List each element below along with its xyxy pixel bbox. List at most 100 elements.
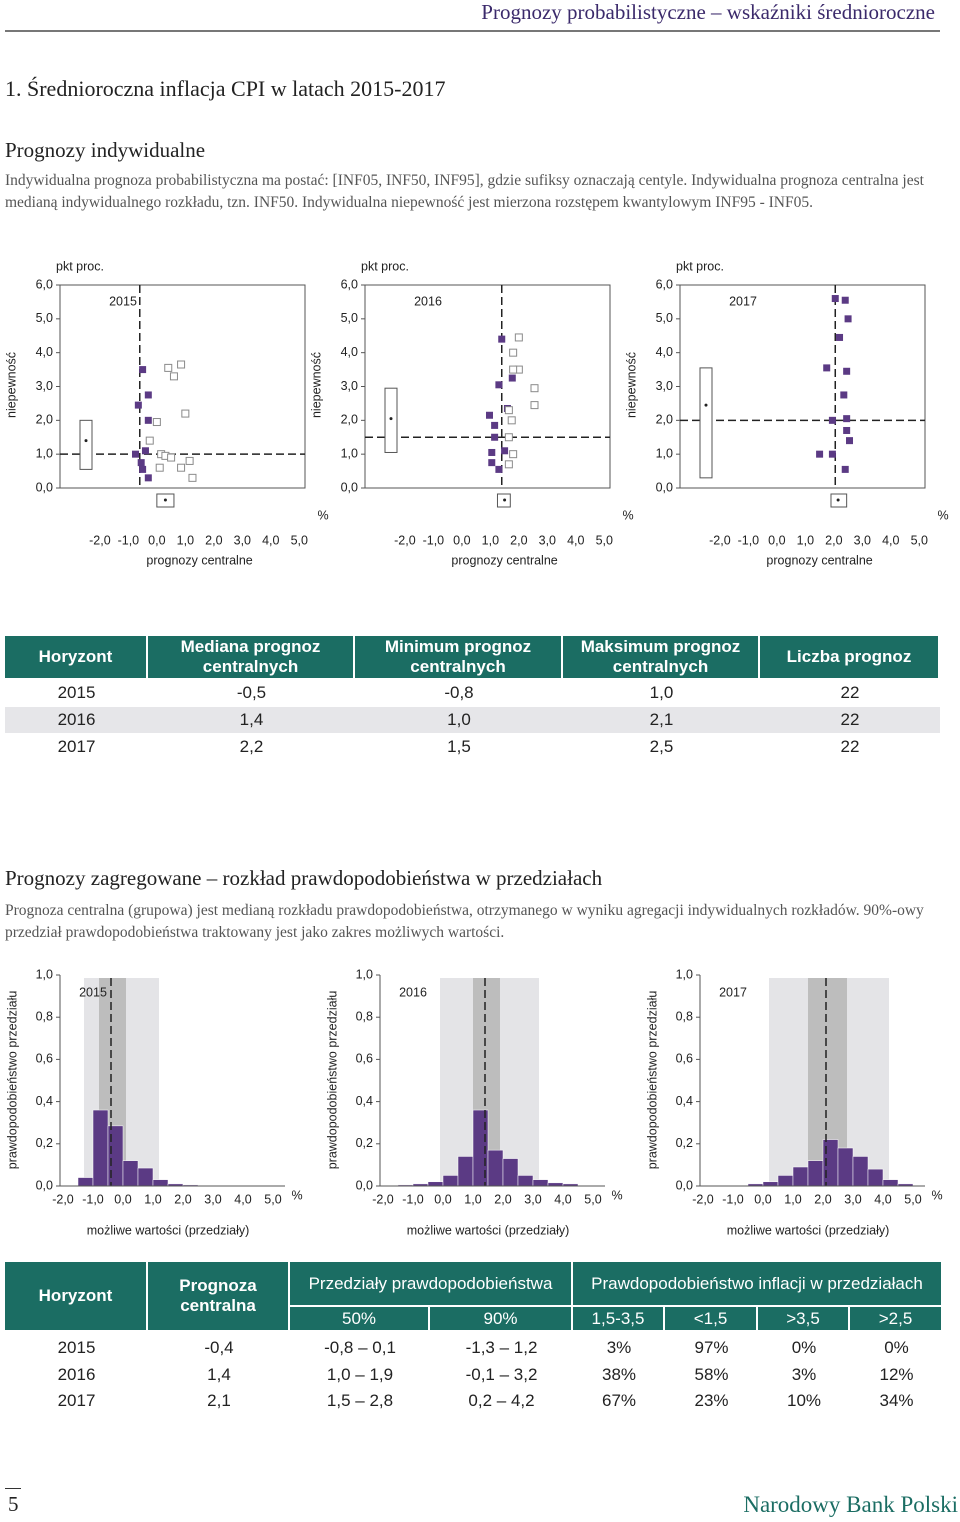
table-cell: 2,2 xyxy=(239,736,264,756)
point xyxy=(139,366,147,374)
plot-frame xyxy=(679,284,926,489)
x-tick-label: 4,0 xyxy=(874,1192,891,1206)
x-axis-label: prognozy centralne xyxy=(766,553,872,567)
point xyxy=(843,367,851,375)
y-tick-label: 3,0 xyxy=(656,379,673,393)
table-cell: 38% xyxy=(601,1364,637,1384)
table-header-cell: 1,5-3,5 xyxy=(573,1307,665,1332)
point xyxy=(508,374,516,382)
table-cell: 2,1 xyxy=(563,706,760,734)
y-tick-label: 0,0 xyxy=(341,480,358,494)
central-dot xyxy=(163,498,167,502)
x-tick-label: 3,0 xyxy=(844,1192,861,1206)
table-cell: 22 xyxy=(840,736,860,756)
bar xyxy=(762,1181,779,1187)
x-tick-label: 5,0 xyxy=(264,1192,281,1206)
bar xyxy=(852,1156,869,1187)
y-tick-label: 0,0 xyxy=(656,480,673,494)
point xyxy=(134,401,142,409)
bar xyxy=(777,1175,794,1187)
table-cell: 58% xyxy=(694,1364,729,1384)
central-dot xyxy=(836,498,840,502)
x-unit: % xyxy=(931,1188,942,1202)
x-axis-label: prognozy centralne xyxy=(451,553,557,567)
x-tick-label: 5,0 xyxy=(596,533,613,547)
x-tick-label: -2,0 xyxy=(709,533,731,547)
x-tick-label: -2,0 xyxy=(52,1192,74,1206)
x-tick-label: 4,0 xyxy=(234,1192,251,1206)
point xyxy=(846,437,854,445)
x-tick-label: -2,0 xyxy=(394,533,416,547)
table-cell: 97% xyxy=(694,1338,729,1358)
point xyxy=(828,416,836,424)
bar xyxy=(532,1179,549,1187)
point xyxy=(501,447,509,455)
table-cell: 2017 xyxy=(57,736,96,756)
table-cell: -0,1 – 3,2 xyxy=(465,1364,538,1384)
uncertainty-dot xyxy=(704,403,708,407)
y-unit: pkt proc. xyxy=(56,259,104,273)
point xyxy=(498,335,506,343)
y-tick-label: 5,0 xyxy=(341,311,358,325)
point xyxy=(164,363,173,372)
table-cell: 2015 xyxy=(57,683,96,703)
table-cell: 67% xyxy=(601,1391,637,1411)
y-tick-label: 1,0 xyxy=(341,446,358,460)
table-cell: 34% xyxy=(879,1391,914,1411)
chart-title: 2016 xyxy=(414,294,442,308)
uncertainty-box xyxy=(79,419,93,470)
x-tick-label: 2,0 xyxy=(825,533,842,547)
bar xyxy=(77,1177,94,1187)
x-tick-label: 1,0 xyxy=(464,1192,481,1206)
y-tick-label: 2,0 xyxy=(341,413,358,427)
table-header-cell: Horyzont xyxy=(5,1262,148,1332)
bar xyxy=(502,1158,519,1187)
y-tick-label: 2,0 xyxy=(656,413,673,427)
y-tick-label: 0,8 xyxy=(36,1009,53,1023)
uncertainty-dot xyxy=(389,417,393,421)
table-header-cell: Horyzont xyxy=(5,636,148,680)
chart-title: 2015 xyxy=(79,985,107,999)
y-tick-label: 0,0 xyxy=(356,1178,373,1192)
y-tick-label: 4,0 xyxy=(36,345,53,359)
x-tick-label: 2,0 xyxy=(174,1192,191,1206)
table-header-cell: >2,5 xyxy=(850,1307,943,1332)
bar xyxy=(837,1147,854,1187)
point xyxy=(843,415,851,423)
y-tick-label: 0,0 xyxy=(676,1178,693,1192)
point xyxy=(144,391,152,399)
page-number: 5 xyxy=(8,1492,19,1516)
x-tick-label: -1,0 xyxy=(423,533,445,547)
central-dot xyxy=(503,498,507,502)
chart-title: 2017 xyxy=(719,985,747,999)
y-tick-label: 3,0 xyxy=(36,379,53,393)
table-cell: 12% xyxy=(879,1364,914,1384)
point xyxy=(831,295,839,303)
x-tick-label: 1,0 xyxy=(482,533,499,547)
point xyxy=(495,381,503,389)
point xyxy=(185,456,194,465)
table-cell: 2,1 xyxy=(207,1391,231,1411)
point xyxy=(137,459,145,467)
x-tick-label: 1,0 xyxy=(797,533,814,547)
point xyxy=(177,463,186,472)
y-tick-label: 0,8 xyxy=(676,1009,693,1023)
x-tick-label: 0,0 xyxy=(434,1192,451,1206)
point xyxy=(504,433,513,442)
point xyxy=(155,463,164,472)
x-unit: % xyxy=(611,1188,622,1202)
table-header-cell: Przedziały prawdopodobieństwa xyxy=(290,1262,573,1307)
x-tick-label: 1,0 xyxy=(177,533,194,547)
table-cell: 22 xyxy=(760,706,940,734)
point xyxy=(144,416,152,424)
y-axis-label: prawdopodobieństwo przedziału xyxy=(645,991,659,1170)
x-tick-label: -1,0 xyxy=(738,533,760,547)
bar xyxy=(152,1179,169,1187)
bar xyxy=(457,1156,474,1187)
table-cell: 22 xyxy=(840,683,860,703)
point xyxy=(841,296,849,304)
x-tick-label: 5,0 xyxy=(911,533,928,547)
bar xyxy=(792,1166,809,1187)
point xyxy=(169,372,178,381)
